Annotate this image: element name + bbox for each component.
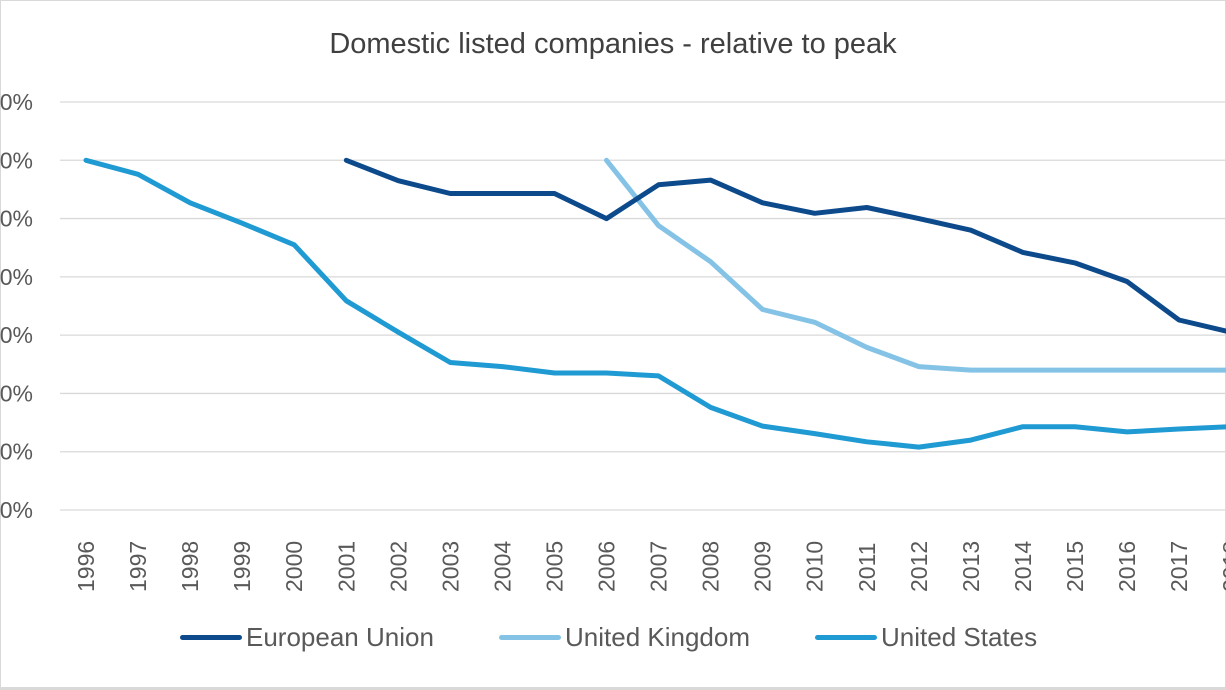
legend-label: United States — [881, 622, 1038, 652]
legend-item-united-kingdom: United Kingdom — [499, 622, 750, 653]
x-tick-label: 1996 — [73, 541, 99, 592]
x-tick-label: 2000 — [281, 541, 307, 592]
y-axis-ticks: 110% 100% 90% 80% 70% 60% 50% 40% — [0, 89, 33, 523]
y-tick-label: 100% — [0, 147, 33, 173]
legend-label: United Kingdom — [565, 622, 750, 652]
y-tick-label: 80% — [0, 264, 33, 290]
y-tick-label: 50% — [0, 439, 33, 465]
x-tick-label: 2007 — [646, 541, 672, 592]
x-tick-label: 2005 — [541, 541, 567, 592]
x-tick-label: 2016 — [1114, 541, 1140, 592]
x-tick-label: 2017 — [1166, 541, 1192, 592]
x-tick-label: 2014 — [1010, 541, 1036, 592]
y-tick-label: 70% — [0, 322, 33, 348]
x-tick-label: 2009 — [750, 541, 776, 592]
x-tick-label: 2010 — [802, 541, 828, 592]
gridlines — [60, 101, 1226, 511]
x-tick-label: 2006 — [594, 541, 620, 592]
legend-swatch — [815, 635, 877, 640]
legend-label: European Union — [246, 622, 434, 652]
x-tick-label: 2004 — [489, 541, 515, 592]
x-tick-label: 2011 — [854, 543, 880, 592]
y-tick-label: 60% — [0, 380, 33, 406]
legend: European Union United Kingdom United Sta… — [0, 622, 1226, 662]
x-tick-label: 2018 — [1218, 541, 1226, 592]
legend-item-united-states: United States — [815, 622, 1037, 653]
x-tick-label: 2001 — [333, 541, 359, 592]
series-line-united-kingdom — [604, 157, 1226, 373]
legend-swatch — [180, 635, 242, 640]
y-tick-label: 40% — [0, 497, 33, 523]
y-tick-label: 90% — [0, 206, 33, 232]
chart-title: Domestic listed companies - relative to … — [329, 28, 897, 60]
series-lines — [83, 157, 1226, 450]
x-tick-label: 1999 — [229, 541, 255, 592]
x-tick-label: 1997 — [125, 541, 151, 592]
line-chart: 110%100%90%80%70%60%50%40% 1996199719981… — [0, 89, 1226, 592]
x-tick-label: 2003 — [437, 541, 463, 592]
x-axis-ticks: 1996 1997 1998 1999 2000 2001 2002 2003 2004 2005… — [73, 541, 1226, 592]
series-line-european-union — [343, 157, 1226, 334]
series-line-united-states — [83, 157, 1226, 450]
x-tick-label: 2013 — [958, 541, 984, 592]
x-tick-label: 2008 — [698, 541, 724, 592]
legend-item-european-union: European Union — [180, 622, 434, 653]
x-tick-label: 2002 — [385, 541, 411, 592]
x-tick-label: 1998 — [177, 541, 203, 592]
x-tick-label: 2015 — [1062, 541, 1088, 592]
x-tick-label: 2012 — [906, 541, 932, 592]
legend-swatch — [499, 635, 561, 640]
y-tick-label: 110% — [0, 89, 33, 115]
